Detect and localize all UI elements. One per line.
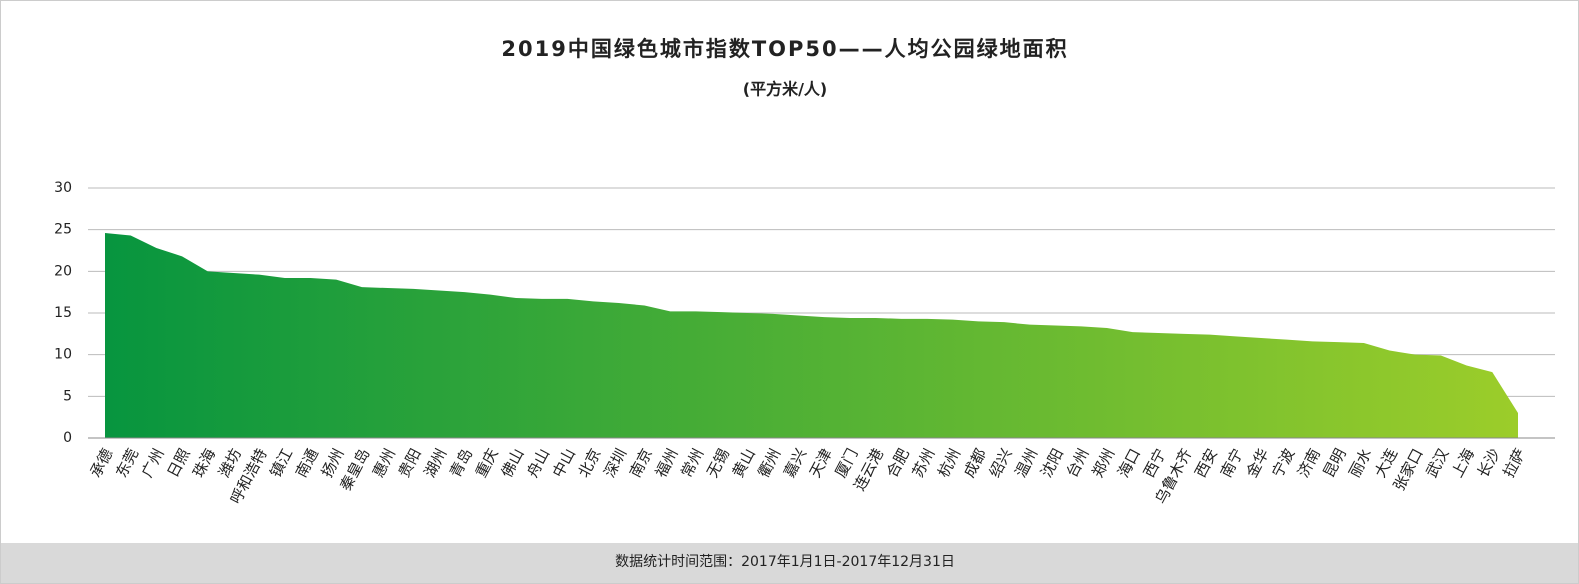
footer-band	[1, 543, 1578, 583]
y-tick-label: 15	[54, 305, 72, 321]
y-tick-label: 5	[63, 388, 72, 404]
footer: 数据统计时间范围：2017年1月1日-2017年12月31日	[615, 553, 955, 570]
area	[105, 233, 1518, 438]
y-tick-label: 10	[54, 347, 72, 363]
y-tick-label: 25	[54, 222, 72, 238]
chart-subtitle: (平方米/人)	[743, 80, 827, 99]
chart-title: 2019中国绿色城市指数TOP50——人均公园绿地面积	[501, 37, 1068, 61]
y-tick-label: 0	[63, 430, 72, 446]
y-tick-label: 30	[54, 180, 72, 196]
y-tick-label: 20	[54, 263, 72, 279]
